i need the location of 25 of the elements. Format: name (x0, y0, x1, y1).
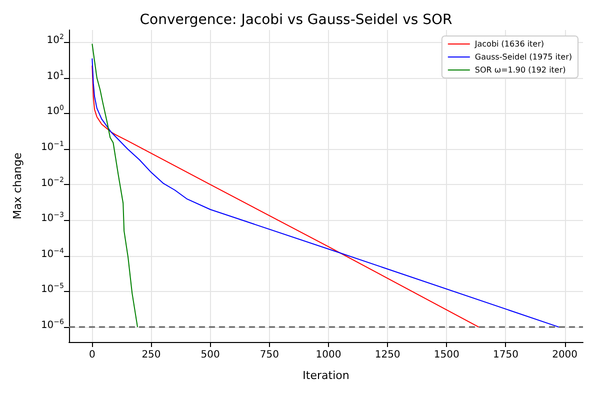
y-tick-label: 10$^{−1}$ (40, 140, 64, 155)
y-tick-label: 10$^{−5}$ (40, 282, 64, 298)
chart-title: Convergence: Jacobi vs Gauss-Seidel vs SOR (140, 12, 453, 28)
line-series (92, 43, 138, 328)
y-tick-label: 10$^{0}$ (46, 104, 64, 120)
y-tick-label: 10$^{−2}$ (40, 176, 64, 191)
y-tick-label: 10$^{−4}$ (40, 246, 64, 262)
y-tick-label: 10$^{2}$ (46, 33, 64, 48)
x-tick-label: 1000 (316, 350, 342, 360)
y-axis-title: Max change (11, 152, 24, 220)
y-tick-label: 10$^{1}$ (46, 68, 64, 84)
x-tick-label: 1250 (374, 350, 400, 360)
x-tick-label: 500 (200, 350, 220, 360)
legend-label: SOR ω=1.90 (192 iter) (474, 66, 566, 74)
legend-label: Gauss-Seidel (1975 iter) (474, 52, 572, 62)
y-tick-label: 10$^{−6}$ (40, 318, 64, 334)
x-tick-label: 250 (142, 350, 161, 360)
x-tick-label: 1750 (492, 350, 518, 360)
x-tick-label: 750 (260, 350, 279, 360)
x-axis-title: Iteration (302, 369, 350, 382)
legend-label: Jacobi (1636 iter) (474, 40, 544, 48)
x-tick-label: 1500 (434, 350, 460, 360)
y-tick-label: 10$^{−3}$ (40, 211, 64, 226)
x-tick-label: 0 (88, 350, 96, 360)
x-tick-label: 2000 (552, 350, 578, 360)
